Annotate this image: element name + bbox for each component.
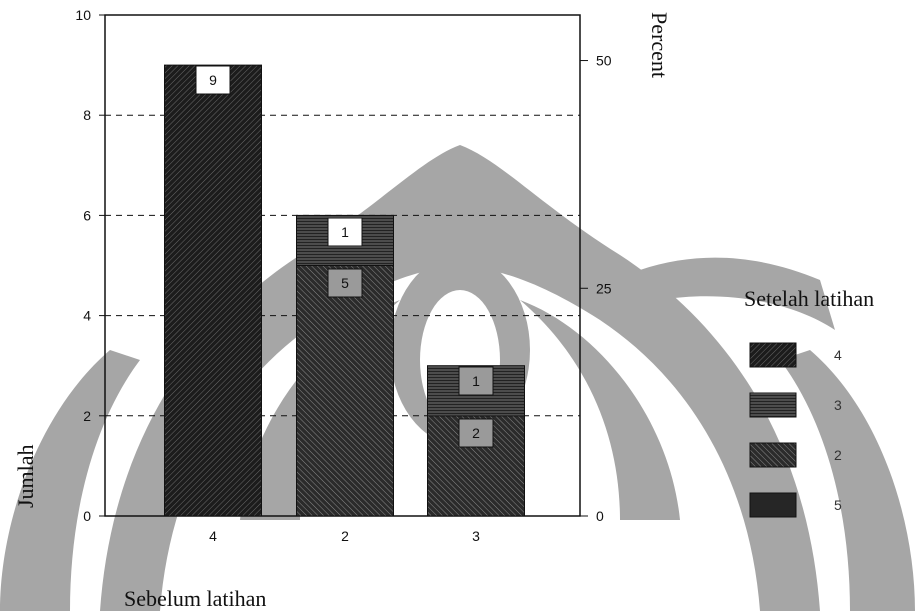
y-axis-left: 0 2 4 6 8 10 [75,7,105,524]
data-label: 1 [341,224,349,240]
data-label-box [458,418,494,448]
data-labels: 9 1 5 1 2 [195,65,494,448]
y-tick-label: 8 [83,107,91,123]
legend-label: 4 [834,347,842,363]
legend: Setelah latihan 4 3 2 5 [744,286,874,518]
bar-segment [164,64,262,517]
y-right-tick-label: 0 [596,508,604,524]
y-tick-label: 4 [83,308,91,324]
x-tick-label: 4 [209,528,217,544]
bar-segment [296,265,394,517]
y-axis-right-title: Percent [647,12,672,78]
y-tick-label: 10 [75,7,91,23]
data-label: 9 [209,72,217,88]
logo-right-arm [640,257,835,330]
y-tick-label: 6 [83,207,91,223]
legend-title: Setelah latihan [744,286,874,311]
bars [164,64,525,517]
legend-swatch [749,342,797,368]
legend-label: 3 [834,397,842,413]
data-label-box [327,217,363,247]
y-right-tick-label: 50 [596,53,612,69]
y-axis-right: 0 25 50 [580,53,612,524]
x-tick-label: 2 [341,528,349,544]
x-axis-title: Sebelum latihan [124,586,266,611]
y-tick-label: 0 [83,508,91,524]
y-tick-label: 2 [83,408,91,424]
data-label: 2 [472,425,480,441]
x-axis: 4 2 3 [209,528,480,544]
legend-label: 2 [834,447,842,463]
data-label-box [195,65,231,95]
data-label-box [458,366,494,396]
bar-segment [427,415,525,517]
data-label: 5 [341,275,349,291]
data-label: 1 [472,373,480,389]
logo-inner-ring-right [520,300,680,520]
logo-right-wing [780,350,915,611]
legend-swatch [749,442,797,468]
y-axis-title: Jumlah [13,444,38,508]
legend-swatch [749,392,797,418]
data-label-box [327,268,363,298]
x-tick-label: 3 [472,528,480,544]
legend-label: 5 [834,497,842,513]
y-right-tick-label: 25 [596,280,612,296]
legend-swatch [749,492,797,518]
